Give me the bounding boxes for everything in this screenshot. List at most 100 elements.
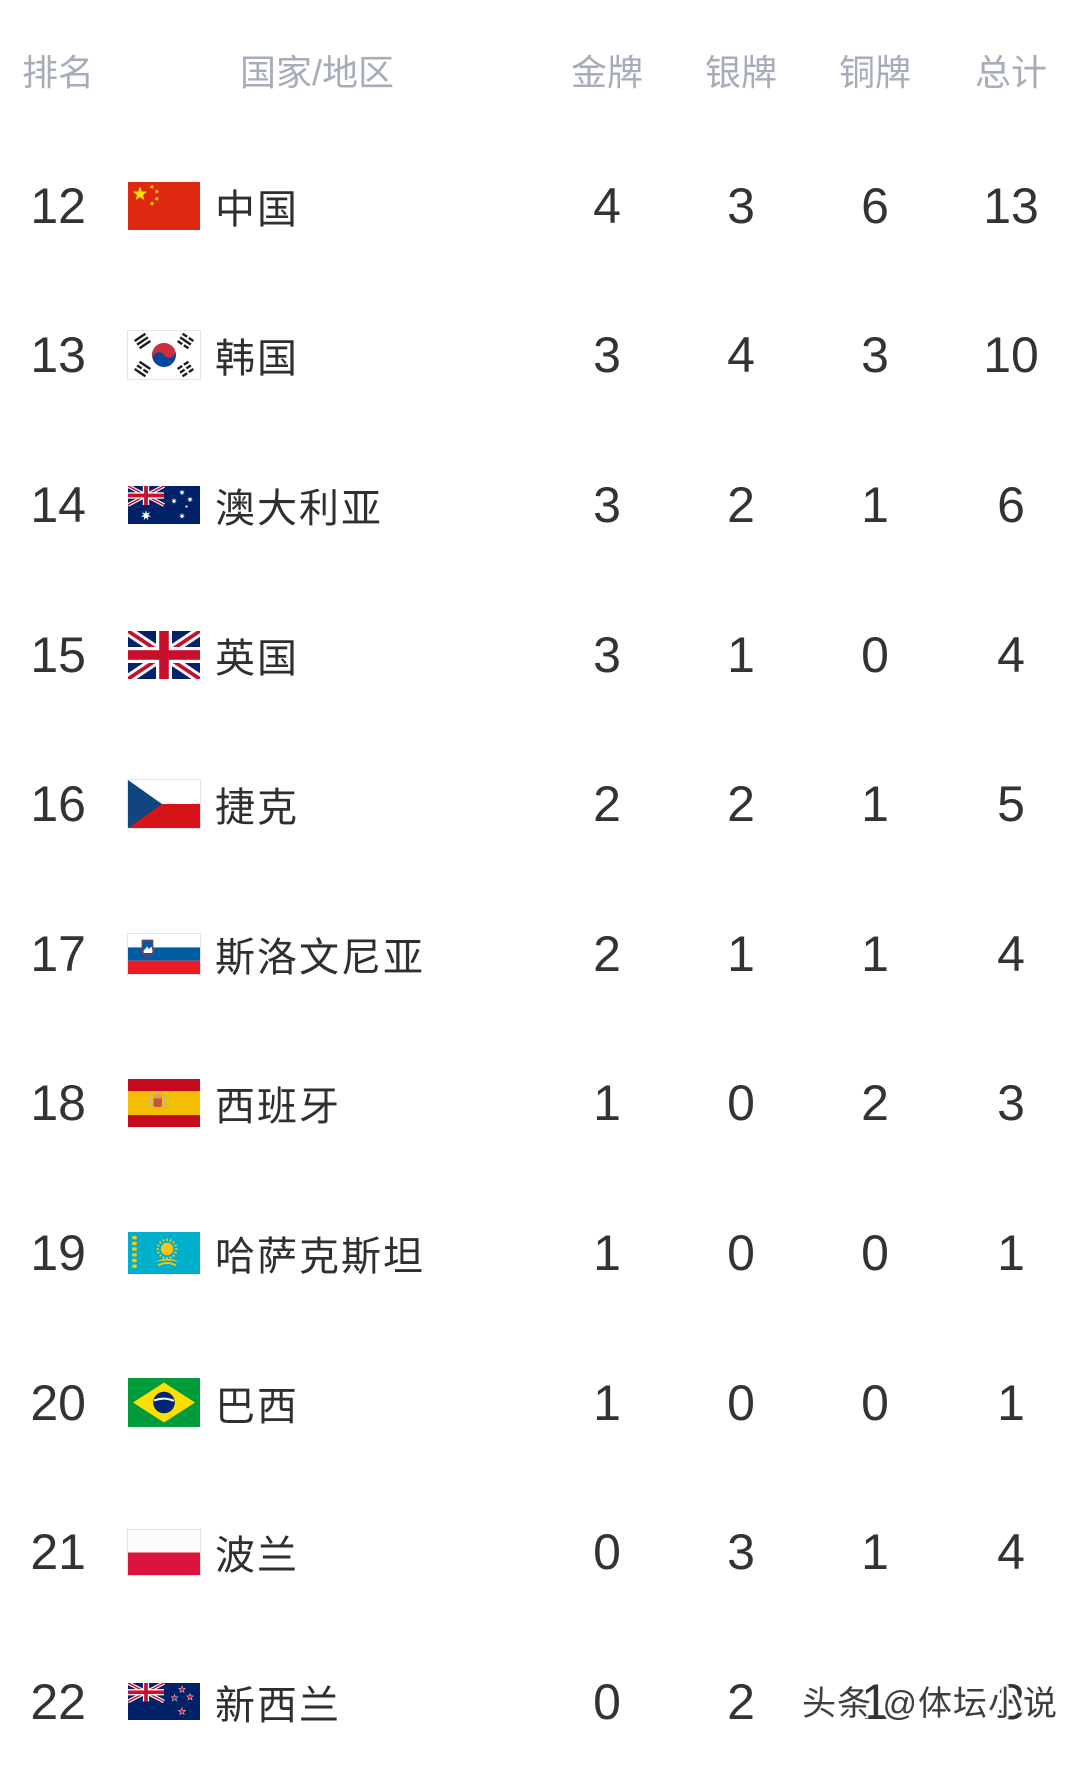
flag-south-korea-icon xyxy=(127,330,215,381)
silver-value: 2 xyxy=(727,1673,755,1730)
gold-value: 1 xyxy=(593,1374,621,1431)
silver-value: 3 xyxy=(727,177,755,234)
total-value: 10 xyxy=(983,327,1039,384)
rank-value: 14 xyxy=(30,476,86,533)
silver-value: 1 xyxy=(727,925,755,982)
bronze-value: 2 xyxy=(861,1075,889,1132)
total-value: 5 xyxy=(997,776,1025,833)
country-name: 波兰 xyxy=(215,1534,299,1579)
country-name: 中国 xyxy=(215,187,299,232)
flag-cell xyxy=(100,932,215,975)
flag-poland-icon xyxy=(127,1528,215,1576)
flag-cell xyxy=(100,485,215,524)
table-row[interactable]: 13 韩国 3 4 3 10 xyxy=(0,281,1080,431)
flag-brazil-icon xyxy=(128,1378,215,1428)
total-value: 4 xyxy=(997,1524,1025,1581)
bronze-value: 1 xyxy=(861,776,889,833)
flag-australia-icon xyxy=(128,485,215,524)
country-name: 韩国 xyxy=(215,337,299,382)
table-row[interactable]: 22 新西兰 0 2 1 3 xyxy=(0,1627,1080,1777)
silver-value: 4 xyxy=(727,327,755,384)
gold-value: 3 xyxy=(593,476,621,533)
bronze-value: 1 xyxy=(861,1673,889,1730)
header-rank-label: 排名 xyxy=(21,51,94,93)
rank-value: 19 xyxy=(30,1224,86,1281)
table-row[interactable]: 19 哈萨克斯坦 1 0 0 1 xyxy=(0,1178,1080,1328)
bronze-value: 6 xyxy=(861,177,889,234)
gold-value: 2 xyxy=(593,776,621,833)
bronze-value: 3 xyxy=(861,327,889,384)
bronze-value: 1 xyxy=(861,476,889,533)
silver-value: 2 xyxy=(727,776,755,833)
total-value: 1 xyxy=(997,1224,1025,1281)
bronze-value: 1 xyxy=(861,925,889,982)
header-total-label: 总计 xyxy=(974,51,1047,93)
table-row[interactable]: 21 波兰 0 3 1 4 xyxy=(0,1477,1080,1627)
flag-cell xyxy=(100,1683,215,1721)
table-row[interactable]: 18 西班牙 1 0 2 3 xyxy=(0,1029,1080,1179)
total-value: 4 xyxy=(997,925,1025,982)
flag-cell xyxy=(100,330,215,381)
rank-value: 13 xyxy=(30,327,86,384)
gold-value: 3 xyxy=(593,626,621,683)
table-row[interactable]: 20 巴西 1 0 0 1 xyxy=(0,1328,1080,1478)
rank-value: 17 xyxy=(30,925,86,982)
flag-cell xyxy=(100,630,215,679)
silver-value: 2 xyxy=(727,476,755,533)
flag-cell xyxy=(100,181,215,230)
table-row[interactable]: 15 英国 3 1 0 4 xyxy=(0,580,1080,730)
watermark: 头条 @体坛小说 xyxy=(802,1685,1058,1723)
gold-value: 2 xyxy=(593,925,621,982)
country-name: 西班牙 xyxy=(215,1085,341,1130)
header-silver-label: 银牌 xyxy=(704,51,777,93)
total-value: 6 xyxy=(997,476,1025,533)
flag-cell xyxy=(100,1528,215,1576)
silver-value: 0 xyxy=(727,1075,755,1132)
bronze-value: 0 xyxy=(861,626,889,683)
table-header: 排名 国家/地区 金牌 银牌 铜牌 总计 xyxy=(0,0,1080,131)
flag-cell xyxy=(100,779,215,830)
silver-value: 0 xyxy=(727,1374,755,1431)
table-row[interactable]: 16 捷克 2 2 1 5 xyxy=(0,729,1080,879)
country-name: 新西兰 xyxy=(215,1683,341,1728)
header-country-label: 国家/地区 xyxy=(240,51,395,93)
bronze-value: 1 xyxy=(861,1524,889,1581)
table-row[interactable]: 14 澳大利亚 3 2 1 6 xyxy=(0,430,1080,580)
gold-value: 1 xyxy=(593,1224,621,1281)
flag-cell xyxy=(100,1378,215,1428)
gold-value: 0 xyxy=(593,1673,621,1730)
flag-china-icon xyxy=(128,181,215,230)
rank-value: 15 xyxy=(30,626,86,683)
header-bronze-label: 铜牌 xyxy=(838,51,911,93)
bronze-value: 0 xyxy=(861,1374,889,1431)
country-name: 捷克 xyxy=(215,786,299,831)
header-gold-label: 金牌 xyxy=(570,51,643,93)
country-name: 斯洛文尼亚 xyxy=(215,935,425,980)
rank-value: 18 xyxy=(30,1075,86,1132)
gold-value: 4 xyxy=(593,177,621,234)
silver-value: 1 xyxy=(727,626,755,683)
bronze-value: 0 xyxy=(861,1224,889,1281)
total-value: 3 xyxy=(997,1673,1025,1730)
table-row[interactable]: 12 中国 4 3 6 13 xyxy=(0,131,1080,281)
flag-new-zealand-icon xyxy=(128,1683,215,1721)
flag-cell xyxy=(100,1231,215,1274)
flag-slovenia-icon xyxy=(127,932,215,975)
silver-value: 0 xyxy=(727,1224,755,1281)
country-name: 巴西 xyxy=(215,1384,299,1429)
table-body: 12 中国 4 3 6 13 13 xyxy=(0,131,1080,1777)
total-value: 4 xyxy=(997,626,1025,683)
rank-value: 12 xyxy=(30,177,86,234)
flag-great-britain-icon xyxy=(128,630,215,679)
gold-value: 3 xyxy=(593,327,621,384)
gold-value: 1 xyxy=(593,1075,621,1132)
total-value: 13 xyxy=(983,177,1039,234)
silver-value: 3 xyxy=(727,1524,755,1581)
gold-value: 0 xyxy=(593,1524,621,1581)
rank-value: 20 xyxy=(30,1374,86,1431)
flag-spain-icon xyxy=(128,1079,215,1128)
table-row[interactable]: 17 斯洛文尼亚 2 1 1 4 xyxy=(0,879,1080,1029)
rank-value: 22 xyxy=(30,1673,86,1730)
flag-czech-republic-icon xyxy=(127,779,215,830)
